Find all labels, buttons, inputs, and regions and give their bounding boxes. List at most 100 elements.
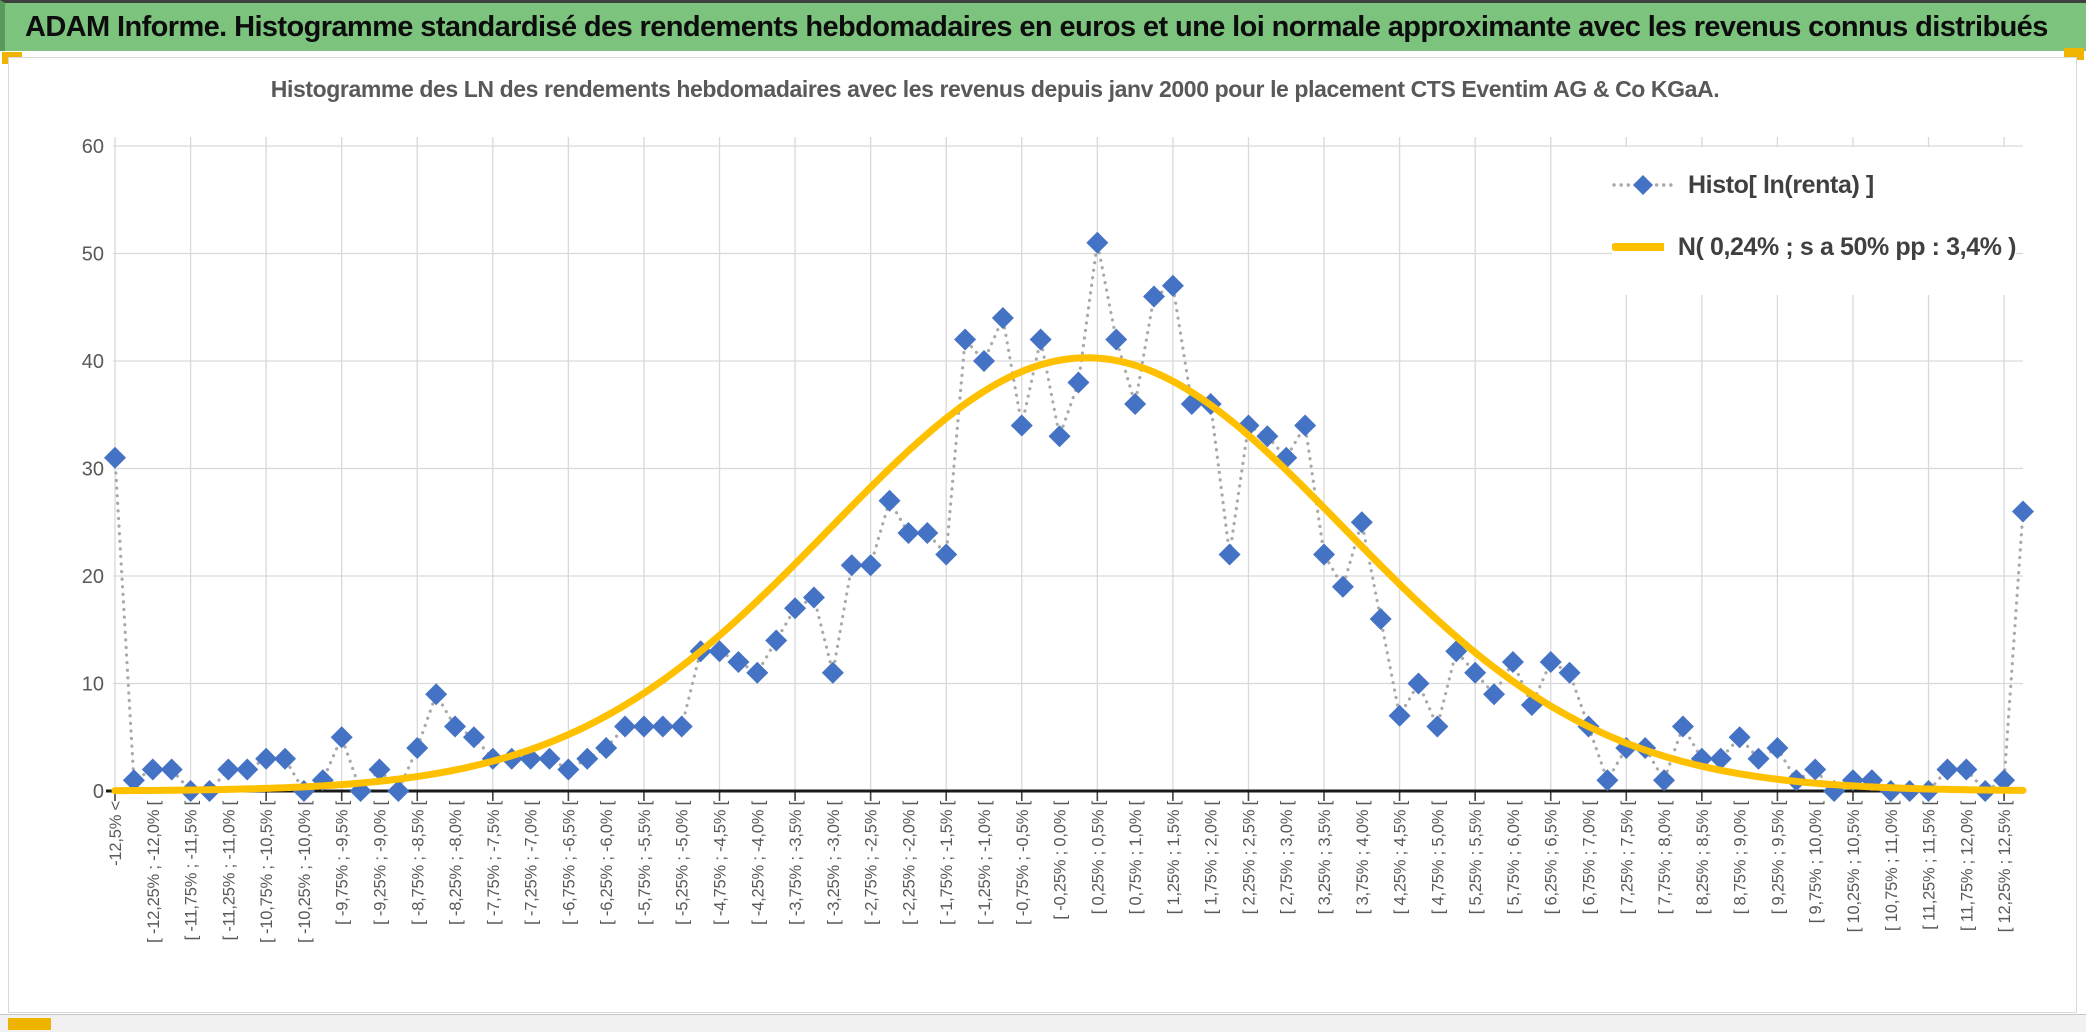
banner-title: ADAM Informe. Histogramme standardisé de… bbox=[25, 10, 2048, 43]
svg-text:[ 11,75% ; 12,0% [: [ 11,75% ; 12,0% [ bbox=[1958, 800, 1976, 931]
svg-text:[ -3,25% ; -3,0% [: [ -3,25% ; -3,0% [ bbox=[825, 800, 843, 924]
data-point bbox=[1653, 769, 1676, 792]
data-point bbox=[1029, 328, 1052, 351]
data-point bbox=[406, 737, 429, 759]
svg-text:[ 2,75% ; 3,0% [: [ 2,75% ; 3,0% [ bbox=[1278, 800, 1296, 914]
svg-text:50: 50 bbox=[82, 244, 104, 266]
data-point bbox=[122, 769, 145, 792]
data-point bbox=[746, 661, 769, 684]
svg-text:[ 4,25% ; 4,5% [: [ 4,25% ; 4,5% [ bbox=[1392, 800, 1410, 914]
data-point bbox=[217, 758, 240, 781]
svg-text:[ -10,25% ; -10,0% [: [ -10,25% ; -10,0% [ bbox=[296, 800, 314, 942]
data-point bbox=[236, 758, 259, 781]
data-point bbox=[840, 554, 863, 577]
svg-text:[ -0,25% ; 0,0% [: [ -0,25% ; 0,0% [ bbox=[1052, 800, 1070, 919]
data-point bbox=[916, 522, 939, 544]
data-point bbox=[1331, 575, 1354, 598]
normal-curve[interactable] bbox=[111, 354, 2027, 795]
data-point bbox=[104, 446, 126, 469]
data-point bbox=[425, 683, 448, 706]
data-point bbox=[1161, 274, 1184, 297]
data-point bbox=[1067, 371, 1090, 394]
svg-text:[ -4,25% ; -4,0% [: [ -4,25% ; -4,0% [ bbox=[749, 800, 767, 924]
data-point bbox=[1407, 672, 1430, 695]
svg-text:30: 30 bbox=[82, 459, 104, 481]
data-point bbox=[1955, 758, 1978, 781]
svg-text:0: 0 bbox=[93, 781, 104, 803]
data-point bbox=[1936, 758, 1959, 781]
svg-text:[ 1,75% ; 2,0% [: [ 1,75% ; 2,0% [ bbox=[1203, 800, 1221, 914]
svg-text:[ -4,75% ; -4,5% [: [ -4,75% ; -4,5% [ bbox=[712, 800, 730, 924]
data-point bbox=[444, 715, 467, 738]
data-point bbox=[368, 758, 391, 781]
svg-text:20: 20 bbox=[82, 566, 104, 588]
data-point bbox=[972, 350, 995, 372]
svg-text:[ 0,75% ; 1,0% [: [ 0,75% ; 1,0% [ bbox=[1127, 800, 1145, 914]
svg-text:[ 2,25% ; 2,5% [: [ 2,25% ; 2,5% [ bbox=[1240, 800, 1258, 914]
histogram-dotted-line bbox=[113, 242, 2025, 795]
data-point bbox=[1048, 425, 1071, 448]
blue-diamond-dotted-line-icon bbox=[1612, 175, 1674, 195]
data-point bbox=[255, 747, 278, 770]
data-point bbox=[1313, 543, 1336, 566]
horizontal-scrollbar[interactable] bbox=[0, 1014, 2086, 1032]
svg-text:[ -3,75% ; -3,5% [: [ -3,75% ; -3,5% [ bbox=[787, 800, 805, 924]
data-point bbox=[330, 726, 353, 749]
scrollbar-thumb[interactable] bbox=[8, 1018, 51, 1030]
legend-item-normal-curve[interactable]: N( 0,24% ; s a 50% pp : 3,4% ) bbox=[1612, 223, 2016, 271]
data-point bbox=[1105, 328, 1128, 351]
x-tickmarks bbox=[114, 791, 2005, 801]
y-gridlines bbox=[113, 145, 2023, 685]
data-point bbox=[1464, 661, 1487, 684]
y-axis-labels: 0 10 20 30 40 50 60 bbox=[82, 136, 104, 803]
data-point bbox=[1388, 704, 1411, 727]
data-point bbox=[651, 715, 674, 738]
data-point bbox=[1350, 511, 1373, 534]
data-point bbox=[1747, 747, 1770, 770]
data-point bbox=[1294, 414, 1317, 437]
svg-text:[ -8,75% ; -8,5% [: [ -8,75% ; -8,5% [ bbox=[409, 800, 427, 924]
histogram-series[interactable] bbox=[104, 231, 2034, 802]
data-point bbox=[1539, 651, 1562, 673]
data-point bbox=[1256, 425, 1279, 448]
data-point bbox=[1993, 769, 2016, 792]
data-point bbox=[1804, 758, 1827, 781]
x-axis-labels: -12,5% < [ -12,25% ; -12,0% [[ -11,75% ; … bbox=[107, 800, 2014, 942]
svg-text:[ -12,25% ; -12,0% [: [ -12,25% ; -12,0% [ bbox=[145, 800, 163, 942]
yellow-line-icon bbox=[1612, 243, 1664, 251]
data-point bbox=[160, 758, 183, 781]
svg-text:[ 6,75% ; 7,0% [: [ 6,75% ; 7,0% [ bbox=[1580, 800, 1598, 914]
data-point bbox=[614, 715, 637, 738]
sheet-banner: ADAM Informe. Histogramme standardisé de… bbox=[0, 0, 2086, 51]
data-point bbox=[1369, 608, 1392, 630]
svg-text:[ 6,25% ; 6,5% [: [ 6,25% ; 6,5% [ bbox=[1543, 800, 1561, 914]
data-point bbox=[1124, 393, 1147, 415]
svg-text:[ 7,75% ; 8,0% [: [ 7,75% ; 8,0% [ bbox=[1656, 800, 1674, 914]
svg-text:[ 12,25% ; 12,5% [: [ 12,25% ; 12,5% [ bbox=[1996, 800, 2014, 932]
svg-text:[ -0,75% ; -0,5% [: [ -0,75% ; -0,5% [ bbox=[1014, 800, 1032, 924]
x-gridlines bbox=[114, 137, 2005, 791]
data-point bbox=[595, 737, 618, 759]
data-point bbox=[1143, 285, 1166, 308]
data-point bbox=[557, 758, 580, 781]
svg-text:[ -9,75% ; -9,5% [: [ -9,75% ; -9,5% [ bbox=[334, 800, 352, 924]
svg-text:[ -9,25% ; -9,0% [: [ -9,25% ; -9,0% [ bbox=[371, 800, 389, 924]
svg-text:[ 4,75% ; 5,0% [: [ 4,75% ; 5,0% [ bbox=[1429, 800, 1447, 914]
data-point bbox=[784, 597, 807, 620]
svg-text:[ -5,75% ; -5,5% [: [ -5,75% ; -5,5% [ bbox=[636, 800, 654, 924]
chart-title: Histogramme des LN des rendements hebdom… bbox=[270, 76, 1720, 102]
legend-item-histogram[interactable]: Histo[ ln(renta) ] bbox=[1612, 161, 2016, 209]
data-point bbox=[462, 726, 485, 749]
data-point bbox=[878, 489, 901, 512]
svg-text:[ 7,25% ; 7,5% [: [ 7,25% ; 7,5% [ bbox=[1618, 800, 1636, 914]
svg-text:[ -11,25% ; -11,0% [: [ -11,25% ; -11,0% [ bbox=[220, 800, 238, 940]
data-point bbox=[1086, 231, 1109, 254]
chart-legend: Histo[ ln(renta) ] N( 0,24% ; s a 50% pp… bbox=[1612, 147, 2016, 295]
svg-text:[ 5,25% ; 5,5% [: [ 5,25% ; 5,5% [ bbox=[1467, 800, 1485, 914]
data-point bbox=[1671, 715, 1694, 738]
data-point bbox=[991, 307, 1014, 329]
svg-text:[ 8,25% ; 8,5% [: [ 8,25% ; 8,5% [ bbox=[1694, 800, 1712, 914]
data-point bbox=[727, 651, 750, 673]
data-point bbox=[821, 661, 844, 684]
